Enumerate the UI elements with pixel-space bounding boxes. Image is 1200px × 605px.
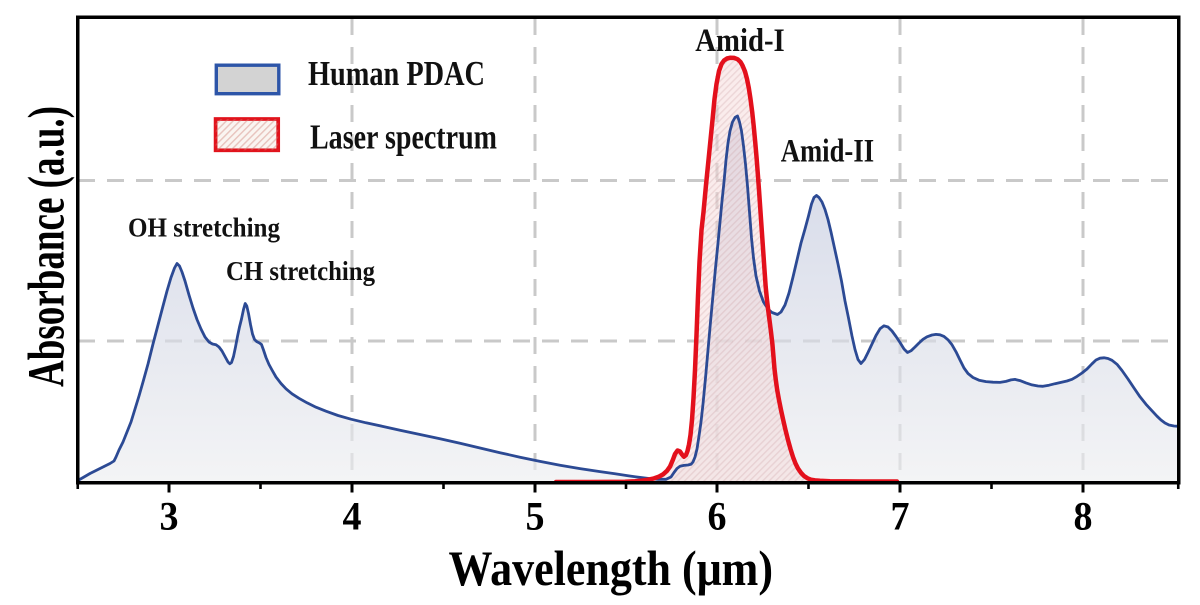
svg-text:Human PDAC: Human PDAC xyxy=(308,55,485,93)
svg-text:5: 5 xyxy=(526,494,545,539)
svg-text:Wavelength (μm): Wavelength (μm) xyxy=(449,540,774,596)
svg-text:3: 3 xyxy=(160,494,179,539)
svg-text:8: 8 xyxy=(1074,494,1093,539)
svg-text:Laser spectrum: Laser spectrum xyxy=(310,119,497,157)
svg-text:6: 6 xyxy=(708,494,727,539)
svg-text:4: 4 xyxy=(343,494,362,539)
svg-text:OH stretching: OH stretching xyxy=(128,212,280,243)
svg-text:Amid-II: Amid-II xyxy=(781,134,874,170)
svg-text:CH stretching: CH stretching xyxy=(226,255,375,286)
svg-text:Amid-I: Amid-I xyxy=(695,23,784,59)
svg-text:7: 7 xyxy=(891,494,910,539)
svg-text:Absorbance (a.u.): Absorbance (a.u.) xyxy=(19,106,76,387)
